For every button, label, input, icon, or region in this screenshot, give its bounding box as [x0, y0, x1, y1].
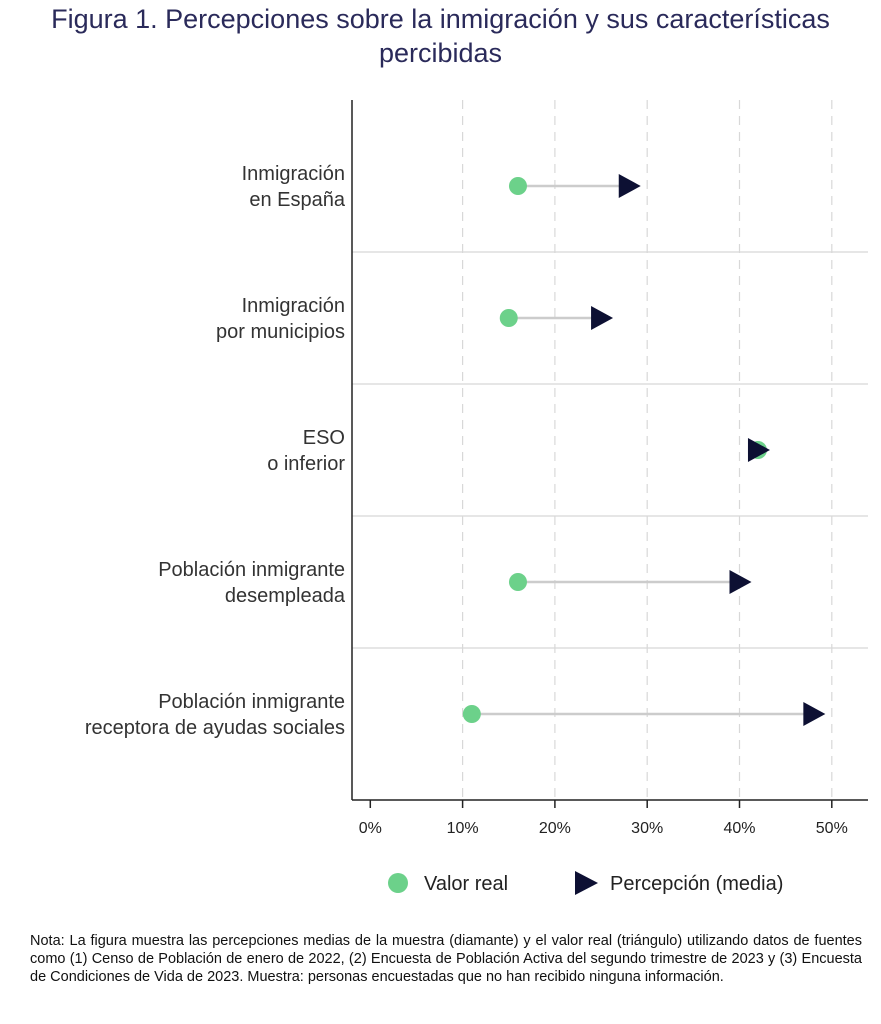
perception-point [729, 570, 752, 594]
real-value-point [462, 705, 481, 723]
perception-point [803, 702, 826, 726]
real-value-point [508, 573, 527, 591]
x-tick-label: 30% [631, 820, 663, 837]
x-tick-label: 0% [359, 820, 382, 837]
y-category-label: por municipios [216, 321, 345, 343]
chart: 0% 10% 20% 30% 40% 50% Inmigración en España Inm… [85, 100, 868, 895]
real-value-point [508, 177, 527, 195]
perception-point [618, 174, 641, 198]
y-category-label: receptora de ayudas sociales [85, 717, 345, 739]
real-value-point [499, 309, 518, 327]
x-tick-label: 40% [723, 820, 755, 837]
x-tick-label: 10% [447, 820, 479, 837]
perception-point [747, 438, 770, 462]
legend-real-label: Valor real [424, 873, 508, 895]
x-tick-label: 50% [816, 820, 848, 837]
y-category-label: Inmigración [242, 163, 345, 185]
y-category-label: Inmigración [242, 295, 345, 317]
x-tick-label: 20% [539, 820, 571, 837]
y-category-label: en España [249, 189, 346, 211]
y-category-label: ESO [303, 427, 345, 449]
legend-real-marker [388, 873, 408, 893]
y-category-label: o inferior [267, 453, 345, 475]
legend-perception-label: Percepción (media) [610, 873, 783, 895]
y-category-label: Población inmigrante [158, 559, 345, 581]
y-category-label: desempleada [225, 585, 346, 607]
perception-point [591, 306, 614, 330]
legend-perception-marker [575, 871, 598, 895]
chart-title: Figura 1. Percepciones sobre la inmigrac… [51, 4, 830, 68]
y-category-label: Población inmigrante [158, 691, 345, 713]
chart-note: Nota: La figura muestra las percepciones… [30, 933, 862, 985]
